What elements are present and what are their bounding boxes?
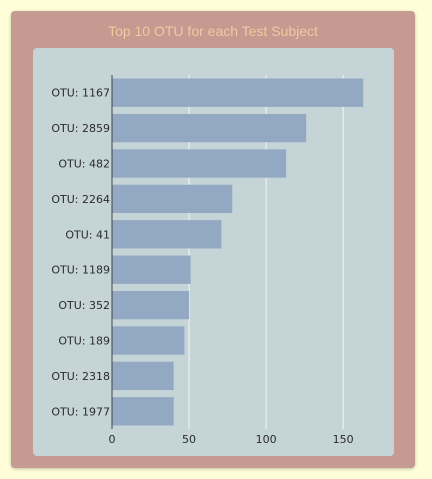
bar: [112, 184, 233, 214]
y-tick-label: OTU: 2318: [51, 370, 110, 383]
bar-chart: 0 50 100 150 OTU: 1167 OTU: 2859 OTU: 482 OTU: …: [51, 75, 364, 446]
bar: [112, 113, 307, 143]
y-tick-label: OTU: 1167: [51, 87, 110, 100]
x-tick-label: 100: [256, 433, 277, 446]
bar: [112, 361, 174, 391]
x-tick-label: 0: [109, 433, 116, 446]
x-tick-label: 50: [182, 433, 196, 446]
bar: [112, 78, 364, 107]
bar: [112, 397, 174, 426]
y-tick-label: OTU: 352: [58, 299, 110, 312]
y-tick-label: OTU: 41: [65, 228, 110, 241]
y-tick-label: OTU: 1977: [51, 405, 110, 418]
bar: [112, 220, 222, 249]
y-tick-label: OTU: 1189: [51, 264, 110, 277]
bar: [112, 290, 190, 320]
y-tick-label: OTU: 2859: [51, 122, 110, 135]
chart-panel: Top 10 OTU for each Test Subject 0 50 100 1…: [11, 11, 415, 468]
plot-card: 0 50 100 150 OTU: 1167 OTU: 2859 OTU: 482 OTU: …: [33, 48, 394, 456]
bar: [112, 255, 191, 284]
y-tick-label: OTU: 482: [58, 158, 110, 171]
bar: [112, 326, 185, 355]
y-tick-label: OTU: 189: [58, 335, 110, 348]
x-tick-label: 150: [333, 433, 354, 446]
y-tick-label: OTU: 2264: [51, 193, 110, 206]
bar: [112, 149, 287, 178]
panel-title: Top 10 OTU for each Test Subject: [108, 23, 318, 39]
